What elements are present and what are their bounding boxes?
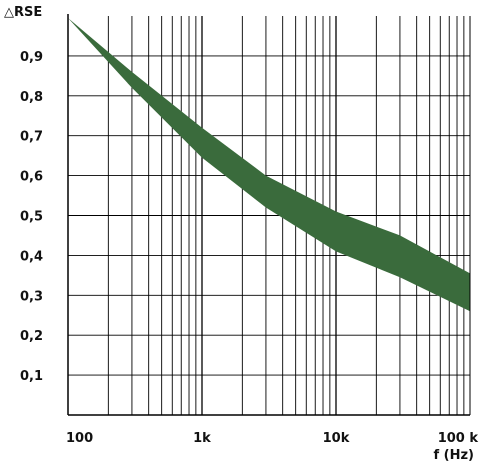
y-tick-label: 0,6 xyxy=(20,170,43,185)
y-axis-label: △RSE xyxy=(4,5,42,20)
axes xyxy=(67,14,471,416)
x-tick-label: 100 k xyxy=(438,431,479,446)
x-tick-labels: 100 1k 10k 100 k xyxy=(66,431,478,446)
y-tick-label: 0,7 xyxy=(20,130,43,145)
x-axis-label: f (Hz) xyxy=(433,448,474,463)
x-tick-label: 1k xyxy=(193,431,211,446)
y-tick-label: 0,8 xyxy=(20,90,43,105)
y-tick-labels: 0,1 0,2 0,3 0,4 0,5 0,6 0,7 0,8 0,9 xyxy=(20,50,43,384)
y-tick-label: 0,9 xyxy=(20,50,43,65)
y-tick-label: 0,4 xyxy=(20,249,43,264)
x-tick-label: 10k xyxy=(323,431,350,446)
band-layer xyxy=(68,18,470,312)
y-tick-label: 0,1 xyxy=(20,369,43,384)
tolerance-band xyxy=(68,18,470,312)
y-tick-label: 0,5 xyxy=(20,210,43,225)
x-tick-label: 100 xyxy=(66,431,93,446)
horizontal-grid xyxy=(68,55,470,376)
y-tick-label: 0,3 xyxy=(20,289,43,304)
y-tick-label: 0,2 xyxy=(20,329,43,344)
